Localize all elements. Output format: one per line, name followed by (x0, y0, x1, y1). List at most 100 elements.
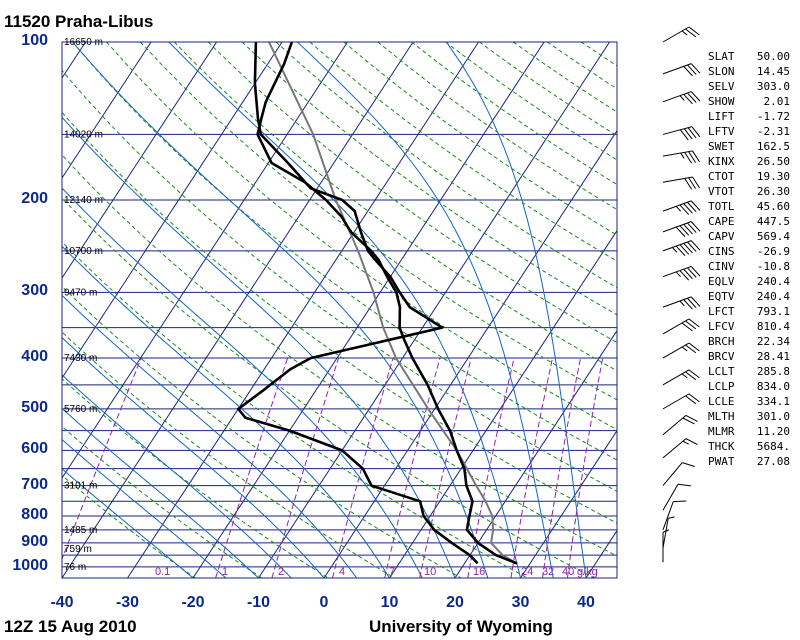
index-row: CINV -10.8 (708, 259, 790, 274)
index-value: 303.0 (756, 80, 790, 93)
index-row: CAPE 447.5 (708, 214, 790, 229)
index-key: VTOT (708, 185, 735, 198)
pressure-tick-label: 600 (21, 440, 48, 458)
index-value: 45.60 (756, 200, 790, 213)
index-value: 14.45 (756, 65, 790, 78)
wind-barb (662, 296, 701, 310)
wind-barb-shaft (662, 484, 679, 511)
dry-adiabat (62, 154, 617, 557)
index-row: SELV 303.0 (708, 79, 790, 94)
wind-barb-flag (688, 177, 697, 189)
wind-barb-half (681, 30, 688, 36)
wind-barb-shaft (662, 221, 692, 233)
wind-barb-flag (679, 244, 690, 255)
index-key: LFCT (708, 305, 735, 318)
wind-barb-shaft (662, 150, 693, 157)
wind-barb-flag (683, 128, 693, 140)
mixing-ratio-line (467, 357, 515, 578)
dry-adiabat (62, 285, 462, 578)
height-label: 1485 m (64, 525, 97, 536)
wind-barb-flag (685, 371, 697, 381)
wind-barb (662, 500, 687, 531)
dry-adiabat (62, 474, 196, 578)
index-row: MLMR 11.20 (708, 424, 790, 439)
height-label: 12140 m (64, 195, 103, 206)
dry-adiabat (72, 42, 617, 461)
temperature-tick-label: 0 (319, 594, 329, 611)
plot-area (62, 42, 617, 578)
temperature-tick-label: -30 (115, 594, 140, 611)
index-value: -2.31 (756, 125, 790, 138)
index-key: EQTV (708, 290, 735, 303)
index-value: 26.50 (756, 155, 790, 168)
temperature-tick-label: -20 (181, 594, 205, 611)
mixing-ratio-label: 10 (424, 566, 436, 578)
pressure-tick-label: 800 (21, 506, 48, 523)
index-row: LIFT -1.72 (708, 109, 790, 124)
index-key: CINS (708, 245, 735, 258)
station-title: 11520 Praha-Libus (4, 12, 154, 31)
wind-barb-half (679, 300, 685, 307)
index-row: LCLT 285.8 (708, 364, 790, 379)
wind-barb-shaft (662, 126, 693, 135)
wind-barb (662, 483, 691, 511)
wind-barb-flag (690, 91, 701, 102)
height-label: 10700 m (64, 246, 103, 257)
pressure-tick-label: 400 (21, 348, 48, 365)
moist-adiabat (62, 438, 227, 578)
height-label: 76 m (64, 562, 86, 573)
moist-adiabat (62, 468, 194, 578)
height-label: 759 m (64, 544, 92, 555)
mixing-ratio-label: 32 (542, 566, 554, 578)
index-row: SHOW 2.01 (708, 94, 790, 109)
wind-barb (662, 393, 700, 410)
wind-barb (662, 462, 695, 486)
wind-barb-flag (687, 127, 697, 139)
wind-barb-flag (683, 65, 693, 77)
wind-barb (662, 91, 701, 105)
dry-adiabat (309, 42, 617, 262)
index-key: TOTL (708, 200, 735, 213)
index-row: CAPV 569.4 (708, 229, 790, 244)
wind-barb-flag (687, 241, 697, 252)
index-value: 27.08 (756, 455, 790, 468)
index-key: PWAT (708, 455, 735, 468)
wind-barb-flag (690, 200, 701, 211)
mixing-ratio-label: 7 (389, 566, 395, 578)
wind-barb (662, 342, 700, 359)
wind-barb (662, 529, 670, 563)
moist-adiabat (62, 407, 259, 578)
wind-barb-half (680, 152, 685, 159)
index-row: SWET 162.5 (708, 139, 790, 154)
wind-barb-shaft (662, 265, 692, 278)
height-label: 14020 m (64, 129, 103, 140)
index-value: 22.34 (756, 335, 790, 348)
wind-barb-shaft (662, 342, 690, 359)
sounding-time: 12Z 15 Aug 2010 (4, 617, 137, 636)
pressure-tick-label: 300 (21, 282, 48, 300)
index-key: MLTH (708, 410, 735, 423)
height-label: 7430 m (64, 353, 97, 364)
moist-adiabat (62, 374, 292, 578)
temperature-tick-label: -10 (246, 594, 271, 611)
mixing-ratio-line (419, 357, 472, 578)
moist-adiabat (62, 336, 325, 578)
index-row: BRCV 28.41 (708, 349, 790, 364)
wind-barb (662, 414, 698, 436)
isotherm-line (62, 42, 283, 379)
wind-barb-flag (691, 126, 701, 138)
mixing-ratio-label: 1 (222, 566, 228, 578)
height-label: 9470 m (64, 287, 97, 298)
pressure-tick-label: 500 (21, 398, 48, 416)
wind-barb-shaft (662, 393, 690, 410)
wind-barb-flag (687, 64, 697, 75)
index-row: PWAT 27.08 (708, 454, 790, 469)
wind-barb-half (679, 95, 685, 101)
wind-barb-flag (679, 270, 690, 281)
wind-barb-shaft (662, 200, 692, 212)
index-value: 301.0 (756, 410, 790, 423)
index-key: THCK (708, 440, 735, 453)
index-value: 5684. (756, 440, 790, 453)
wind-barb-flag (685, 344, 697, 354)
index-value: 50.00 (756, 50, 790, 63)
